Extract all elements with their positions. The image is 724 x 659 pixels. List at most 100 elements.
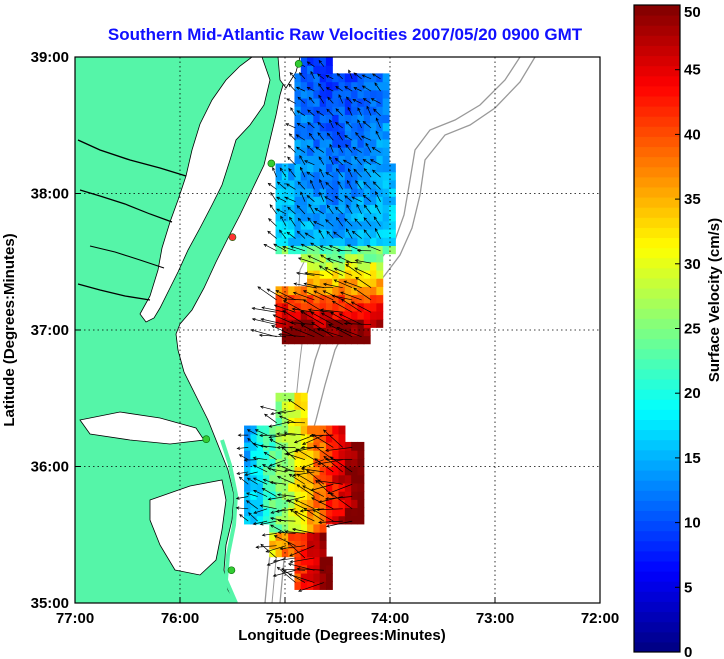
velocity-arrow-head [272,166,276,171]
velocity-cell [357,319,365,328]
velocity-arrow-head [316,479,321,483]
colorbar-swatch [634,106,680,117]
velocity-arrow [344,218,353,227]
velocity-cell [269,523,277,533]
velocity-cell [294,425,302,435]
velocity-cell [319,532,327,541]
velocity-cell [338,155,346,165]
velocity-arrow-head [275,290,280,294]
velocity-cell [275,179,283,189]
velocity-arrow-head [363,217,367,221]
velocity-arrow-head [325,497,329,501]
velocity-arrow-head [263,243,268,247]
velocity-arrow [293,292,315,301]
velocity-arrow-head [344,218,348,222]
velocity-arrow-head [326,204,331,209]
velocity-cell [370,245,377,255]
velocity-arrow-head [251,317,256,322]
velocity-cell [307,278,314,287]
colorbar-swatch [634,550,680,562]
colorbar-tick-label: 30 [684,256,701,273]
velocity-cell [294,138,302,148]
velocity-arrow-head [337,180,341,185]
colorbar-tick-label: 0 [684,644,692,659]
velocity-arrow-head [316,110,320,114]
velocity-cell [363,130,371,140]
velocity-cell [370,147,377,156]
velocity-arrow [375,131,381,141]
velocity-arrow [269,434,287,438]
velocity-cell [351,450,359,459]
velocity-arrow-head [336,131,341,136]
velocity-cell [338,425,346,435]
velocity-arrow [352,146,362,153]
velocity-arrow-head [329,456,334,460]
velocity-cell [325,441,333,451]
velocity-arrow-head [308,203,312,208]
velocity-cell [357,245,365,255]
velocity-arrow [355,180,362,190]
velocity-arrow-head [252,456,257,460]
velocity-arrow [344,86,353,92]
colorbar-tick-label: 25 [684,321,701,338]
velocity-arrow [329,156,334,165]
velocity-cell [288,179,296,189]
velocity-arrow [253,457,268,461]
velocity-arrow [333,231,343,239]
velocity-arrow [313,221,324,227]
velocity-cell [325,220,333,230]
velocity-arrow [317,459,343,465]
velocity-cell [269,433,277,443]
velocity-arrow-head [276,566,281,571]
velocity-cell [344,163,352,173]
velocity-arrow-head [290,245,294,249]
velocity-arrow-head [336,73,341,77]
velocity-arrow-head [265,549,270,553]
velocity-arrow [297,181,306,190]
velocity-cell [370,220,377,230]
velocity-cell [351,114,359,124]
velocity-cell [300,507,308,517]
velocity-arrow [326,520,353,527]
colorbar-tick-label: 40 [684,126,701,143]
velocity-cell [294,466,302,476]
velocity-cell [357,97,365,107]
velocity-arrow [310,242,325,252]
velocity-arrow [288,399,306,411]
velocity-cell [382,89,390,99]
velocity-cell [344,73,352,83]
velocity-arrow [355,132,362,141]
velocity-cell [351,269,359,279]
velocity-cell [319,106,327,115]
velocity-arrow [288,83,296,92]
velocity-arrow-head [333,267,338,271]
velocity-arrow-head [346,204,350,208]
velocity-cell [307,81,314,91]
velocity-cell [363,327,371,337]
velocity-cell [294,302,302,312]
velocity-arrow-head [280,215,284,220]
velocity-arrow [278,334,305,338]
velocity-arrow-head [354,218,358,222]
velocity-arrow [318,95,325,104]
velocity-cell [269,466,277,476]
velocity-cell [351,286,359,296]
colorbar-swatch [634,267,680,279]
velocity-arrow [305,232,315,239]
velocity-arrow-head [296,271,300,275]
velocity-cell [344,302,352,312]
velocity-arrow [356,204,362,215]
velocity-arrow [372,147,381,153]
velocity-arrow-head [315,146,319,150]
colorbar-swatch [634,540,680,552]
velocity-arrow-head [325,524,330,528]
velocity-cell [319,425,327,435]
velocity-arrow [364,204,372,215]
colorbar-swatch [634,176,680,188]
velocity-arrow-head [288,473,293,478]
velocity-arrow-head [292,473,297,477]
velocity-cell [344,245,352,255]
velocity-arrow [269,422,287,427]
velocity-arrow [296,205,306,215]
velocity-cell [351,171,359,181]
